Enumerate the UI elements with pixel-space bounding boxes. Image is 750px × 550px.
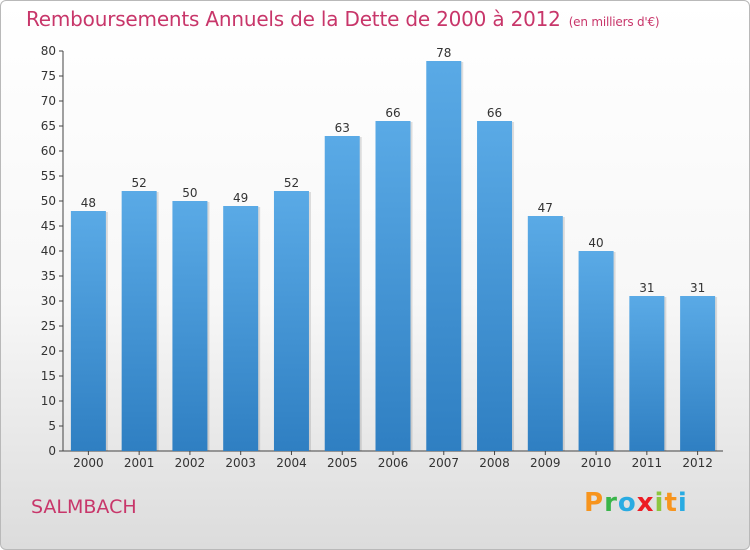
y-tick-label: 55 xyxy=(41,169,56,183)
x-tick-label: 2002 xyxy=(175,456,206,470)
logo-letter: P xyxy=(584,488,605,518)
y-tick-label: 10 xyxy=(41,394,56,408)
data-label-2001: 52 xyxy=(132,176,147,190)
title-text: Remboursements Annuels de la Dette de 20… xyxy=(26,7,561,31)
y-tick-label: 40 xyxy=(41,244,56,258)
x-tick-label: 2005 xyxy=(327,456,358,470)
x-tick-label: 2004 xyxy=(276,456,307,470)
data-labels: 48 52 50 49 52 63 66 78 66 47 40 31 31 xyxy=(81,46,706,295)
data-label-2008: 66 xyxy=(487,106,502,120)
y-tick-label: 80 xyxy=(41,44,56,58)
y-tick-label: 25 xyxy=(41,319,56,333)
y-tick-label: 45 xyxy=(41,219,56,233)
y-tick-label: 0 xyxy=(48,444,56,458)
commune-name: SALMBACH xyxy=(31,496,137,518)
proxiti-logo[interactable]: Proxiti xyxy=(584,488,694,528)
bar-2004 xyxy=(273,191,309,451)
y-tick-label: 35 xyxy=(41,269,56,283)
y-tick-label: 20 xyxy=(41,344,56,358)
x-tick-label: 2011 xyxy=(632,456,663,470)
bar-2006 xyxy=(375,121,411,451)
logo-letter: t xyxy=(664,488,678,518)
y-tick-label: 60 xyxy=(41,144,56,158)
data-label-2011: 31 xyxy=(639,281,654,295)
bar-2007 xyxy=(426,61,462,451)
bar-2010 xyxy=(578,251,614,451)
title-unit: (en milliers d'€) xyxy=(568,15,660,29)
data-label-2005: 63 xyxy=(335,121,350,135)
x-tick-label: 2000 xyxy=(73,456,104,470)
axes: 0 5 10 15 20 25 30 35 40 45 50 55 60 65 70 75 80 2000 2001… xyxy=(41,44,723,470)
y-tick-label: 30 xyxy=(41,294,56,308)
bar-2011 xyxy=(629,296,665,451)
data-label-2007: 78 xyxy=(436,46,451,60)
bar-2002 xyxy=(172,201,208,451)
data-label-2010: 40 xyxy=(588,236,603,250)
y-tick-label: 50 xyxy=(41,194,56,208)
y-tick-label: 75 xyxy=(41,69,56,83)
bar-2005 xyxy=(324,136,360,451)
bars xyxy=(70,61,718,451)
x-tick-label: 2001 xyxy=(124,456,155,470)
data-label-2000: 48 xyxy=(81,196,96,210)
data-label-2009: 47 xyxy=(538,201,553,215)
y-tick-label: 70 xyxy=(41,94,56,108)
data-label-2003: 49 xyxy=(233,191,248,205)
x-tick-label: 2003 xyxy=(225,456,256,470)
logo-letter: i xyxy=(677,488,688,518)
logo-letter: r xyxy=(604,488,618,518)
chart-title: Remboursements Annuels de la Dette de 20… xyxy=(26,7,660,31)
y-tick-label: 15 xyxy=(41,369,56,383)
x-tick-label: 2006 xyxy=(378,456,409,470)
y-tick-label: 65 xyxy=(41,119,56,133)
y-tick-label: 5 xyxy=(48,419,56,433)
x-tick-label: 2009 xyxy=(530,456,561,470)
bar-2000 xyxy=(70,211,106,451)
bar-2008 xyxy=(477,121,513,451)
x-tick-label: 2010 xyxy=(581,456,612,470)
bar-2001 xyxy=(121,191,157,451)
logo-letter: x xyxy=(636,488,655,518)
data-label-2002: 50 xyxy=(182,186,197,200)
data-label-2006: 66 xyxy=(385,106,400,120)
x-tick-label: 2012 xyxy=(682,456,713,470)
bar-2009 xyxy=(527,216,563,451)
logo-letter: o xyxy=(617,488,637,518)
bar-2012 xyxy=(680,296,716,451)
bar-2003 xyxy=(223,206,259,451)
data-label-2004: 52 xyxy=(284,176,299,190)
logo-letter: i xyxy=(654,488,665,518)
x-tick-label: 2008 xyxy=(479,456,510,470)
x-tick-label: 2007 xyxy=(428,456,459,470)
data-label-2012: 31 xyxy=(690,281,705,295)
